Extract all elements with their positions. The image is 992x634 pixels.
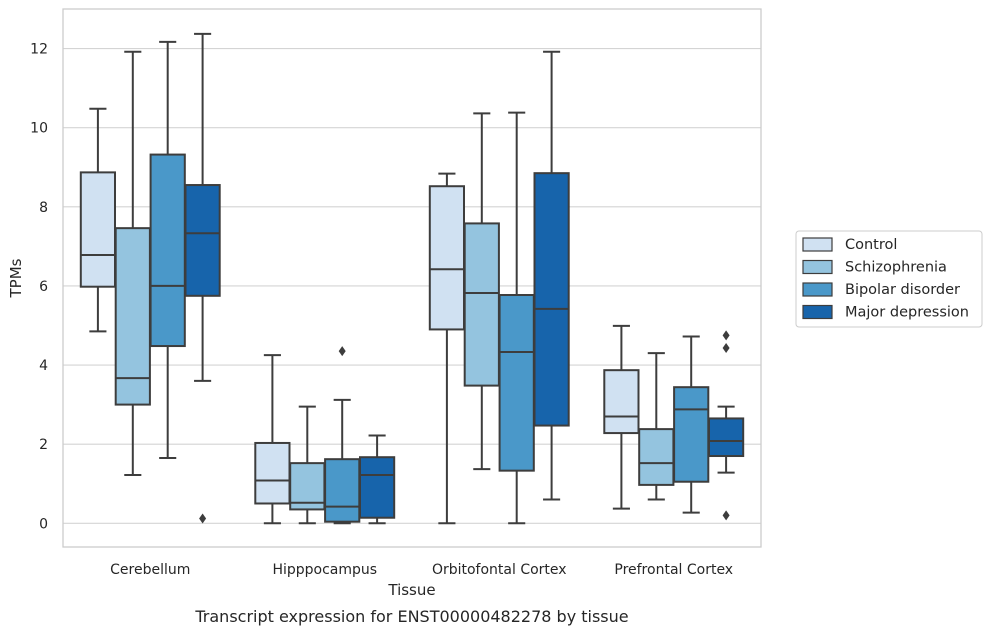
x-tick-label: Orbitofontal Cortex — [432, 562, 567, 578]
y-axis-ticks: 0 2 4 6 8 10 12 — [30, 42, 48, 533]
legend-label: Schizophrenia — [845, 260, 947, 276]
box-3-1 — [638, 352, 675, 501]
box-2-3 — [533, 50, 570, 501]
box-body — [324, 458, 361, 523]
legend-frame — [795, 230, 983, 328]
x-axis-ticks: Cerebellum Hipppocampus Orbitofontal Corte… — [110, 562, 733, 578]
box-1-1 — [289, 405, 326, 525]
box-3-2 — [673, 335, 710, 514]
box-body — [463, 222, 500, 387]
box-body — [358, 456, 396, 519]
legend-label: Bipolar disorder — [845, 282, 960, 298]
box-body — [254, 441, 291, 505]
legend-swatch — [802, 237, 833, 252]
y-tick-label: 10 — [30, 121, 48, 137]
x-tick-label: Prefrontal Cortex — [614, 562, 733, 578]
box-body — [673, 386, 710, 483]
y-axis-label: TPMs — [7, 258, 25, 298]
outlier-marker — [722, 330, 730, 341]
legend-label: Control — [845, 237, 897, 253]
legend-swatch — [802, 304, 833, 320]
box-0-1 — [114, 50, 151, 477]
x-tick-label: Hipppocampus — [272, 562, 377, 578]
box-body — [533, 172, 570, 427]
box-2-0 — [428, 172, 466, 525]
box-3-3 — [707, 330, 745, 521]
box-body — [498, 294, 535, 472]
box-body — [428, 185, 466, 331]
legend-swatch — [802, 259, 833, 275]
y-tick-label: 12 — [30, 42, 48, 58]
box-0-0 — [79, 107, 117, 333]
y-tick-label: 8 — [39, 200, 48, 216]
y-tick-label: 6 — [39, 279, 48, 295]
box-body — [603, 369, 640, 435]
x-tick-label: Cerebellum — [110, 562, 190, 578]
box-1-3 — [358, 434, 396, 525]
box-body — [114, 227, 151, 406]
box-body — [638, 428, 675, 486]
legend-swatch — [802, 282, 833, 297]
outlier-marker — [338, 346, 346, 357]
y-tick-label: 0 — [39, 516, 48, 532]
plot-frame — [62, 8, 762, 548]
box-body — [707, 417, 745, 458]
box-0-2 — [149, 40, 186, 459]
box-2-2 — [498, 111, 535, 525]
legend-label: Major depression — [845, 305, 969, 321]
plot-area — [79, 32, 745, 525]
box-0-3 — [184, 32, 221, 524]
outlier-marker — [722, 510, 730, 521]
outlier-marker — [722, 343, 730, 354]
box-3-0 — [603, 324, 640, 510]
box-2-1 — [463, 112, 500, 471]
box-body — [149, 153, 186, 348]
legend: Control Schizophrenia Bipolar disorder Majo… — [795, 230, 983, 328]
chart-caption: Transcript expression for ENST0000048227… — [194, 607, 628, 626]
box-1-2 — [324, 346, 361, 525]
outlier-marker — [199, 513, 207, 524]
box-body — [184, 184, 221, 297]
y-tick-label: 4 — [39, 358, 48, 374]
y-tick-label: 2 — [39, 437, 48, 453]
box-body — [79, 171, 117, 288]
box-1-0 — [254, 354, 291, 525]
x-axis-label: Tissue — [387, 581, 435, 599]
